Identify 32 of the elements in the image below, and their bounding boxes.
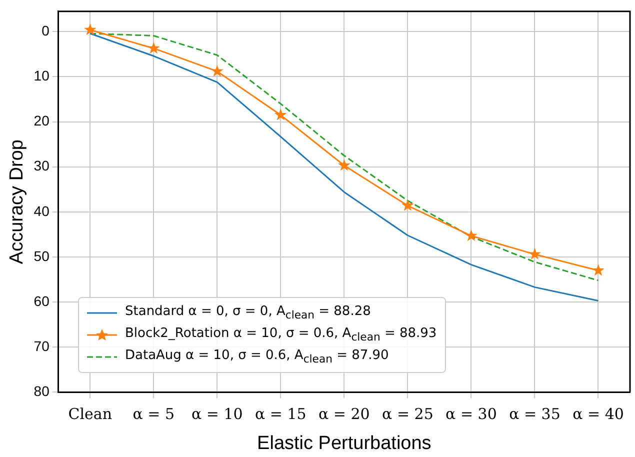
point (147, 42, 160, 54)
x-tick-label: α = 30 (446, 405, 497, 424)
point (592, 264, 604, 276)
y-tick-label: 20 (34, 112, 50, 129)
point (84, 23, 96, 36)
legend-label: Standard α = 0, σ = 0, A$_{clean}$ = 88.28 (125, 304, 371, 322)
x-tick-label: α = 25 (382, 405, 434, 424)
x-tick-label: α = 10 (191, 405, 243, 424)
y-tick-label: 70 (34, 338, 50, 354)
x-tick-label: α = 15 (255, 405, 306, 424)
y-tick-label: 50 (34, 248, 50, 264)
point (338, 159, 350, 171)
point (402, 199, 414, 211)
x-tick-label: α = 40 (572, 405, 624, 424)
y-tick-label: 60 (34, 292, 50, 309)
point (528, 248, 541, 260)
x-tick-label: Clean (68, 405, 112, 424)
y-tick-label: 30 (34, 158, 50, 174)
y-tick-label: 80 (34, 383, 50, 400)
x-tick-label: α = 5 (132, 405, 175, 424)
y-axis-title: Accuracy Drop (6, 139, 28, 264)
x-tick-label: α = 35 (509, 405, 560, 424)
legend-label: Block2_Rotation α = 10, σ = 0.6, A$_{clean}$ = 88.93 (125, 326, 437, 344)
legend-label: DataAug α = 10, σ = 0.6, A$_{clean}$ = 87.90 (125, 348, 389, 366)
x-axis-title: Elastic Perturbations (257, 432, 432, 454)
y-tick-label: 10 (34, 68, 50, 84)
y-tick-label: 40 (34, 202, 50, 219)
point (465, 229, 478, 242)
point (274, 108, 287, 120)
y-tick-label: 0 (42, 22, 50, 39)
point (210, 64, 224, 77)
x-tick-label: α = 20 (318, 405, 370, 424)
